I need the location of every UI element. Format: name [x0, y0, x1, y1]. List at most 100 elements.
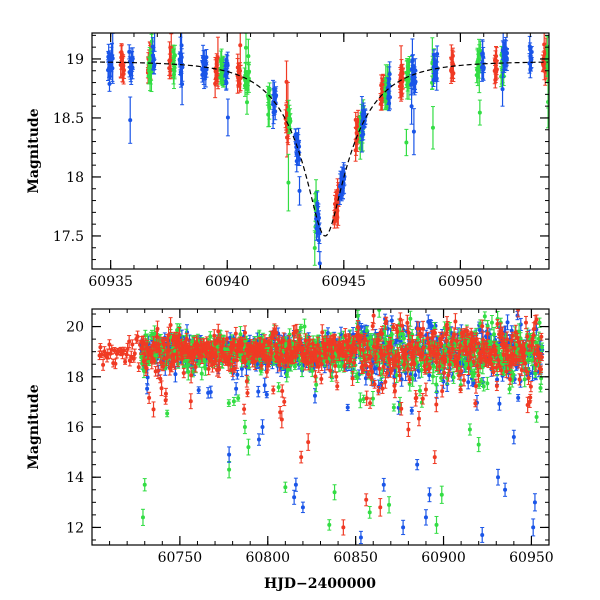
red-point: [245, 388, 250, 398]
red-point: [127, 335, 132, 349]
green-point: [231, 396, 236, 406]
red-point: [130, 339, 135, 350]
red-point: [523, 315, 528, 330]
red-point: [368, 349, 373, 364]
red-outlier-point: [306, 433, 311, 451]
green-point: [247, 61, 252, 82]
blue-point: [518, 317, 523, 332]
red-point: [113, 358, 118, 370]
red-point: [425, 354, 430, 365]
blue-outlier-point: [401, 519, 406, 536]
red-point: [132, 348, 137, 359]
blue-point: [264, 391, 269, 399]
red-point: [335, 382, 340, 391]
x-tick-label: 60800: [245, 550, 290, 566]
blue-point: [206, 387, 211, 399]
green-outlier-point: [142, 478, 147, 492]
blue-point: [180, 52, 185, 82]
green-point: [165, 409, 170, 418]
red-point: [524, 367, 529, 376]
blue-point: [256, 385, 261, 398]
red-point: [242, 403, 247, 415]
top-axis-ticks: 60935 60940 60945 60950 17.5 18 18.5 19: [53, 33, 549, 290]
blue-outlier-point: [381, 477, 386, 492]
red-point: [525, 331, 530, 342]
red-point: [320, 324, 325, 341]
green-point: [152, 325, 157, 342]
red-point: [494, 380, 499, 392]
red-point: [259, 361, 264, 370]
red-point: [333, 359, 338, 373]
red-point: [405, 360, 410, 378]
green-outlier-point: [242, 419, 247, 435]
red-point: [230, 342, 235, 354]
green-point: [489, 314, 494, 331]
bottom-y-axis-label: Magnitude: [26, 384, 42, 469]
red-point: [193, 361, 198, 373]
blue-point: [273, 102, 278, 121]
blue-point: [345, 403, 350, 412]
red-point: [461, 374, 466, 387]
green-point: [507, 383, 512, 395]
red-point: [319, 373, 324, 385]
blue-point: [504, 47, 509, 59]
green-outlier-point: [387, 496, 392, 514]
red-point: [328, 363, 333, 378]
red-point: [423, 364, 428, 375]
red-point: [539, 353, 544, 362]
red-point: [123, 358, 128, 365]
red-point: [506, 344, 511, 358]
blue-point: [196, 386, 201, 394]
green-point: [298, 323, 303, 332]
red-point: [136, 362, 141, 372]
red-point: [101, 359, 106, 371]
red-point: [319, 357, 324, 372]
blue-point: [387, 85, 392, 110]
green-point: [485, 376, 490, 390]
red-outlier-point: [341, 519, 346, 536]
green-point: [434, 376, 439, 393]
red-point: [525, 396, 530, 414]
blue-point: [152, 59, 157, 70]
green-point: [355, 309, 360, 322]
red-point: [514, 355, 519, 364]
red-point: [453, 313, 458, 330]
y-tick-label: 18.5: [53, 111, 84, 127]
green-point: [172, 44, 177, 66]
red-point: [459, 365, 464, 377]
red-point: [448, 353, 453, 362]
red-point: [387, 353, 392, 367]
red-point: [352, 358, 357, 367]
green-point: [226, 399, 231, 407]
red-point: [442, 367, 447, 379]
red-point: [494, 59, 499, 79]
blue-point: [234, 382, 239, 396]
blue-point: [317, 251, 322, 269]
red-point: [271, 385, 276, 395]
red-point: [389, 366, 394, 375]
red-point: [389, 340, 394, 354]
red-point: [98, 343, 103, 352]
green-point: [401, 333, 406, 344]
green-point: [286, 153, 291, 212]
green-point: [417, 385, 422, 397]
red-point: [384, 317, 389, 325]
red-point: [380, 383, 385, 394]
blue-point: [262, 377, 267, 393]
x-tick-label: 60945: [322, 274, 367, 290]
green-point: [492, 326, 497, 342]
red-point: [458, 385, 463, 394]
red-point: [276, 335, 281, 345]
red-point: [473, 399, 478, 408]
top-y-axis-label: Magnitude: [26, 108, 42, 193]
y-tick-label: 12: [66, 520, 84, 536]
red-point: [485, 327, 490, 340]
green-outlier-point: [367, 506, 372, 519]
blue-point: [409, 87, 414, 125]
blue-point: [411, 108, 416, 156]
bottom-x-axis-label: HJD−2400000: [264, 576, 376, 592]
red-point: [499, 365, 504, 375]
red-point: [332, 334, 337, 351]
blue-point: [481, 62, 486, 74]
red-point: [163, 387, 168, 400]
